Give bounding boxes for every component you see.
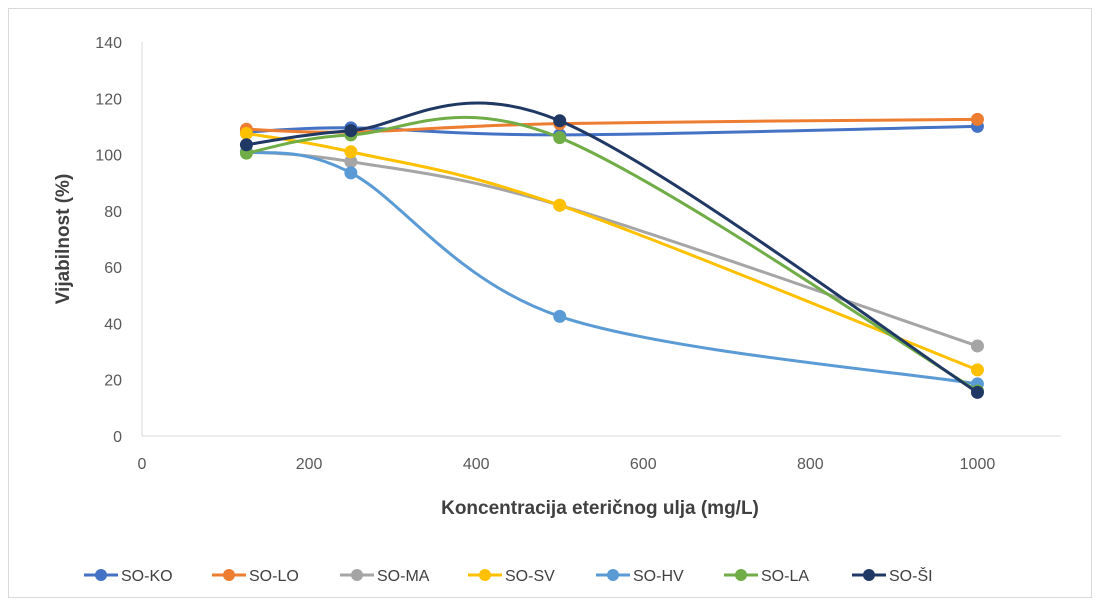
legend-label: SO-HV	[633, 568, 684, 585]
y-tick-label: 40	[104, 316, 122, 333]
x-tick-label: 0	[138, 456, 147, 473]
data-point-so-lo	[970, 112, 984, 126]
x-axis-title: Koncentracija eteričnog ulja (mg/L)	[441, 498, 759, 519]
legend-label: SO-LA	[761, 568, 809, 585]
tick-labels: 0 20 40 60 80 100 120 140 0 200 400 600 800 1000	[95, 35, 995, 473]
series-line-so-sv	[244, 131, 979, 372]
legend-item-so-ko: SO-KO	[84, 568, 173, 585]
legend-marker	[735, 569, 747, 581]
axes	[141, 42, 1061, 437]
legend-item-so-hv: SO-HV	[596, 568, 684, 585]
legend-label: SO-SV	[505, 568, 555, 585]
y-axis-title: Vijabilnost (%)	[53, 174, 74, 305]
y-tick-label: 0	[113, 429, 122, 446]
data-point-so-i	[344, 124, 358, 138]
series-layer	[239, 101, 984, 399]
data-point-so-hv	[344, 166, 358, 180]
legend-item-so-lo: SO-LO	[212, 568, 299, 585]
x-tick-label: 400	[463, 456, 490, 473]
data-point-so-sv	[553, 198, 567, 212]
data-point-so-i	[239, 138, 253, 152]
legend-label: SO-LO	[249, 568, 299, 585]
legend-marker	[479, 569, 491, 581]
series-line-so-i	[244, 101, 979, 394]
legend-marker	[223, 569, 235, 581]
y-tick-label: 60	[104, 260, 122, 277]
x-tick-label: 200	[296, 456, 323, 473]
legend-item-so-la: SO-LA	[724, 568, 809, 585]
series-so-sv	[239, 126, 984, 377]
legend-marker	[607, 569, 619, 581]
series-line-so-la	[244, 115, 979, 393]
data-point-so-sv	[344, 145, 358, 159]
data-point-so-la	[553, 131, 567, 145]
data-point-so-ma	[970, 339, 984, 353]
x-tick-label: 800	[797, 456, 824, 473]
series-so-i	[239, 101, 984, 399]
y-tick-label: 20	[104, 373, 122, 390]
legend-item-so-i: SO-ŠI	[852, 566, 933, 585]
y-tick-label: 120	[95, 91, 122, 108]
series-line-so-lo	[244, 117, 979, 134]
x-tick-label: 1000	[960, 456, 996, 473]
series-line-so-hv	[244, 150, 979, 386]
legend-item-so-sv: SO-SV	[468, 568, 555, 585]
series-so-hv	[239, 145, 984, 391]
legend-marker	[351, 569, 363, 581]
data-point-so-i	[970, 385, 984, 399]
legend-marker	[863, 569, 875, 581]
chart-frame	[8, 8, 1092, 598]
x-tick-label: 600	[630, 456, 657, 473]
data-point-so-hv	[553, 309, 567, 323]
series-line-so-ko	[244, 124, 979, 137]
legend-label: SO-ŠI	[889, 566, 933, 585]
legend: SO-KO SO-LO SO-MA SO-SV SO-HV SO-LA SO-ŠI	[84, 566, 933, 585]
legend-marker	[95, 569, 107, 581]
y-tick-label: 80	[104, 204, 122, 221]
legend-label: SO-MA	[377, 568, 430, 585]
data-point-so-i	[553, 114, 567, 128]
data-point-so-sv	[239, 126, 253, 140]
y-tick-label: 140	[95, 35, 122, 52]
legend-label: SO-KO	[121, 568, 173, 585]
y-tick-label: 100	[95, 148, 122, 165]
data-point-so-sv	[970, 363, 984, 377]
legend-item-so-ma: SO-MA	[340, 568, 430, 585]
